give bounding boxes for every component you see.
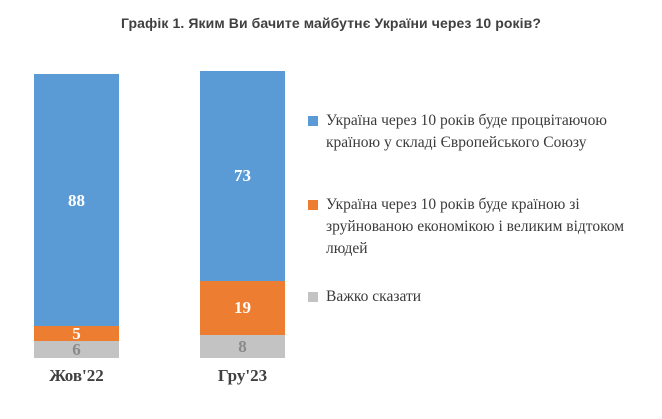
legend-item: Україна через 10 років буде країною зі з… bbox=[308, 194, 658, 260]
bar-segment: 8 bbox=[200, 335, 285, 358]
bar-column: 73 19 8 bbox=[200, 71, 285, 358]
legend-label: Важко сказати bbox=[326, 288, 422, 305]
legend-item: Україна через 10 років буде процвітаючою… bbox=[308, 110, 658, 154]
bar-segment: 73 bbox=[200, 71, 285, 281]
legend-item: Важко сказати bbox=[308, 286, 658, 308]
legend-marker-icon bbox=[308, 116, 318, 126]
chart-title: Графік 1. Яким Ви бачите майбутнє Україн… bbox=[121, 15, 541, 31]
bar-value-label: 6 bbox=[72, 339, 81, 359]
bar-segment: 6 bbox=[34, 339, 119, 359]
legend-label: Україна через 10 років буде країною зі з… bbox=[326, 196, 625, 257]
bar-column: 88 5 6 bbox=[34, 71, 119, 358]
x-axis-label: Гру'23 bbox=[217, 366, 268, 385]
legend-label: Україна через 10 років буде процвітаючою… bbox=[326, 112, 607, 151]
bar-value-label: 73 bbox=[234, 166, 251, 186]
bar-segment: 5 bbox=[34, 324, 119, 344]
legend: Україна через 10 років буде процвітаючою… bbox=[308, 110, 658, 308]
plot-area: 88 5 6 Жов'22 73 19 8 Гру'23 bbox=[0, 71, 300, 385]
bar-value-label: 19 bbox=[234, 298, 251, 318]
legend-marker-icon bbox=[308, 292, 318, 302]
bar-segment: 19 bbox=[200, 280, 285, 336]
bar-value-label: 5 bbox=[72, 324, 81, 344]
bar-value-label: 88 bbox=[68, 190, 85, 210]
bar-segment: 88 bbox=[34, 73, 119, 327]
legend-marker-icon bbox=[308, 200, 318, 210]
bar-value-label: 8 bbox=[238, 337, 247, 357]
x-axis-label: Жов'22 bbox=[49, 366, 104, 385]
